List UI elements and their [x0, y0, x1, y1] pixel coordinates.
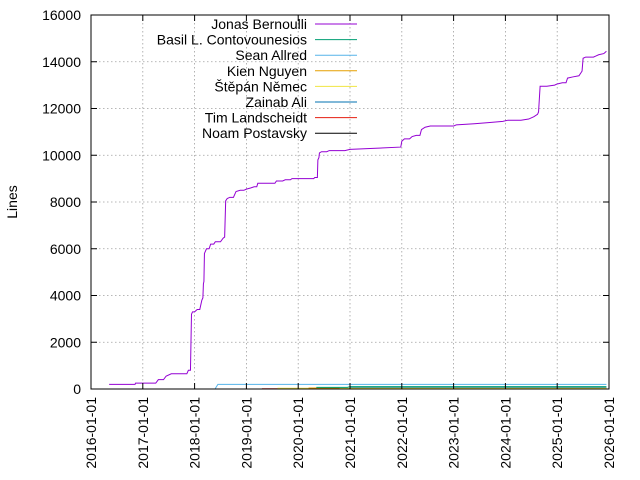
legend-entry: Sean Allred: [235, 47, 357, 63]
x-tick-label: 2021-01-01: [342, 397, 358, 469]
x-tick-label: 2022-01-01: [394, 397, 410, 469]
x-tick-label: 2024-01-01: [497, 397, 513, 469]
x-tick-label: 2017-01-01: [135, 397, 151, 469]
legend-entry: Basil L. Contovounesios: [157, 32, 357, 48]
y-tick-label: 16000: [42, 7, 81, 23]
legend-entry: Jonas Bernoulli: [211, 16, 357, 32]
y-axis-label: Lines: [4, 185, 20, 218]
axes-ticks: 0 2000 4000 6000 8000 10000 12000 14000 16000 201…: [42, 7, 617, 469]
y-tick-label: 2000: [50, 334, 81, 350]
x-tick-label: 2019-01-01: [238, 397, 254, 469]
legend-label: Štěpán Němec: [214, 78, 307, 94]
legend-label: Jonas Bernoulli: [211, 16, 307, 32]
series-line: [316, 386, 607, 388]
y-tick-label: 4000: [50, 288, 81, 304]
legend-label: Noam Postavsky: [202, 125, 307, 141]
legend-label: Kien Nguyen: [227, 63, 307, 79]
x-tick-label: 2018-01-01: [187, 397, 203, 469]
y-tick-label: 12000: [42, 101, 81, 117]
legend-label: Zainab Ali: [246, 94, 307, 110]
legend-label: Basil L. Contovounesios: [157, 32, 307, 48]
legend-entry: Zainab Ali: [246, 94, 357, 110]
legend-label: Tim Landscheidt: [205, 110, 307, 126]
x-tick-label: 2025-01-01: [549, 397, 565, 469]
x-tick-label: 2023-01-01: [446, 397, 462, 469]
x-tick-label: 2026-01-01: [601, 397, 617, 469]
legend-entry: Noam Postavsky: [202, 125, 357, 141]
y-tick-label: 8000: [50, 194, 81, 210]
y-tick-label: 0: [73, 381, 81, 397]
legend-entry: Kien Nguyen: [227, 63, 357, 79]
series-line: [109, 50, 607, 385]
y-tick-label: 6000: [50, 241, 81, 257]
series-lines: [109, 50, 607, 390]
legend-entry: Tim Landscheidt: [205, 110, 357, 126]
legend-entry: Štěpán Němec: [214, 78, 357, 94]
x-tick-label: 2020-01-01: [290, 397, 306, 469]
x-tick-label: 2016-01-01: [83, 397, 99, 469]
legend-label: Sean Allred: [235, 47, 307, 63]
y-tick-label: 10000: [42, 147, 81, 163]
series-line: [214, 383, 607, 389]
y-tick-label: 14000: [42, 54, 81, 70]
